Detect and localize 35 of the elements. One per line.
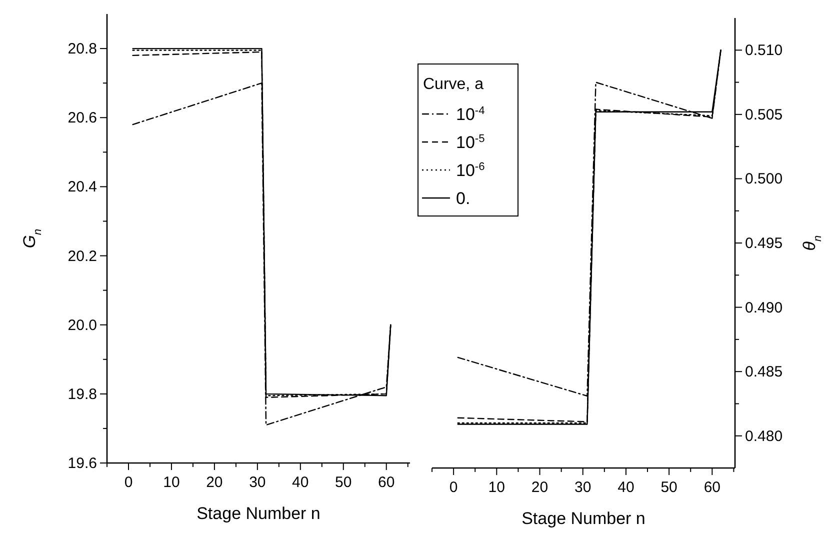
x-tick-label: 30 bbox=[574, 479, 592, 496]
y2-tick-label: 0.505 bbox=[745, 106, 783, 124]
y-tick-label: 20.0 bbox=[68, 316, 97, 334]
y2-tick-label: 0.490 bbox=[745, 299, 783, 316]
y-tick-label: 19.6 bbox=[68, 455, 97, 472]
x-tick-label: 50 bbox=[335, 474, 352, 491]
x-tick-label: 10 bbox=[163, 474, 180, 491]
legend-label: 0. bbox=[456, 189, 470, 208]
x-tick-label: 20 bbox=[206, 474, 223, 491]
y2-tick-label: 0.500 bbox=[745, 170, 783, 188]
y2-tick-label: 0.495 bbox=[745, 235, 783, 252]
legend-label: 10$^{-4}$ bbox=[456, 105, 485, 124]
x-tick-label: 0 bbox=[449, 479, 458, 496]
legend-label: 10$^{-6}$ bbox=[456, 161, 485, 180]
x-tick-label: 30 bbox=[249, 474, 266, 491]
y2-tick-label: 0.485 bbox=[745, 364, 783, 381]
x-tick-label: 20 bbox=[531, 479, 548, 496]
y-tick-label: 20.6 bbox=[68, 110, 97, 127]
x-tick-label: 60 bbox=[704, 479, 720, 496]
y-tick-label: 20.4 bbox=[68, 178, 97, 196]
y-tick-label: 19.8 bbox=[68, 386, 97, 403]
x-tick-label: 50 bbox=[660, 479, 678, 496]
legend-title: Curve, a bbox=[423, 76, 484, 93]
y2-tick-label: 0.480 bbox=[745, 428, 783, 445]
x-tick-label: 0 bbox=[124, 474, 133, 491]
y2-tick-label: 0.510 bbox=[745, 42, 783, 60]
x-tick-label: 60 bbox=[378, 474, 395, 491]
x-tick-label: 40 bbox=[292, 474, 309, 491]
x-tick-label: 10 bbox=[488, 479, 505, 496]
y-tick-label: 20.8 bbox=[68, 40, 97, 58]
legend-label: 10$^{-5}$ bbox=[456, 133, 485, 152]
y-tick-label: 20.2 bbox=[68, 248, 97, 265]
x-axis-title: Stage Number n bbox=[522, 509, 646, 528]
x-axis-title: Stage Number n bbox=[196, 504, 320, 523]
x-tick-label: 40 bbox=[618, 479, 634, 496]
